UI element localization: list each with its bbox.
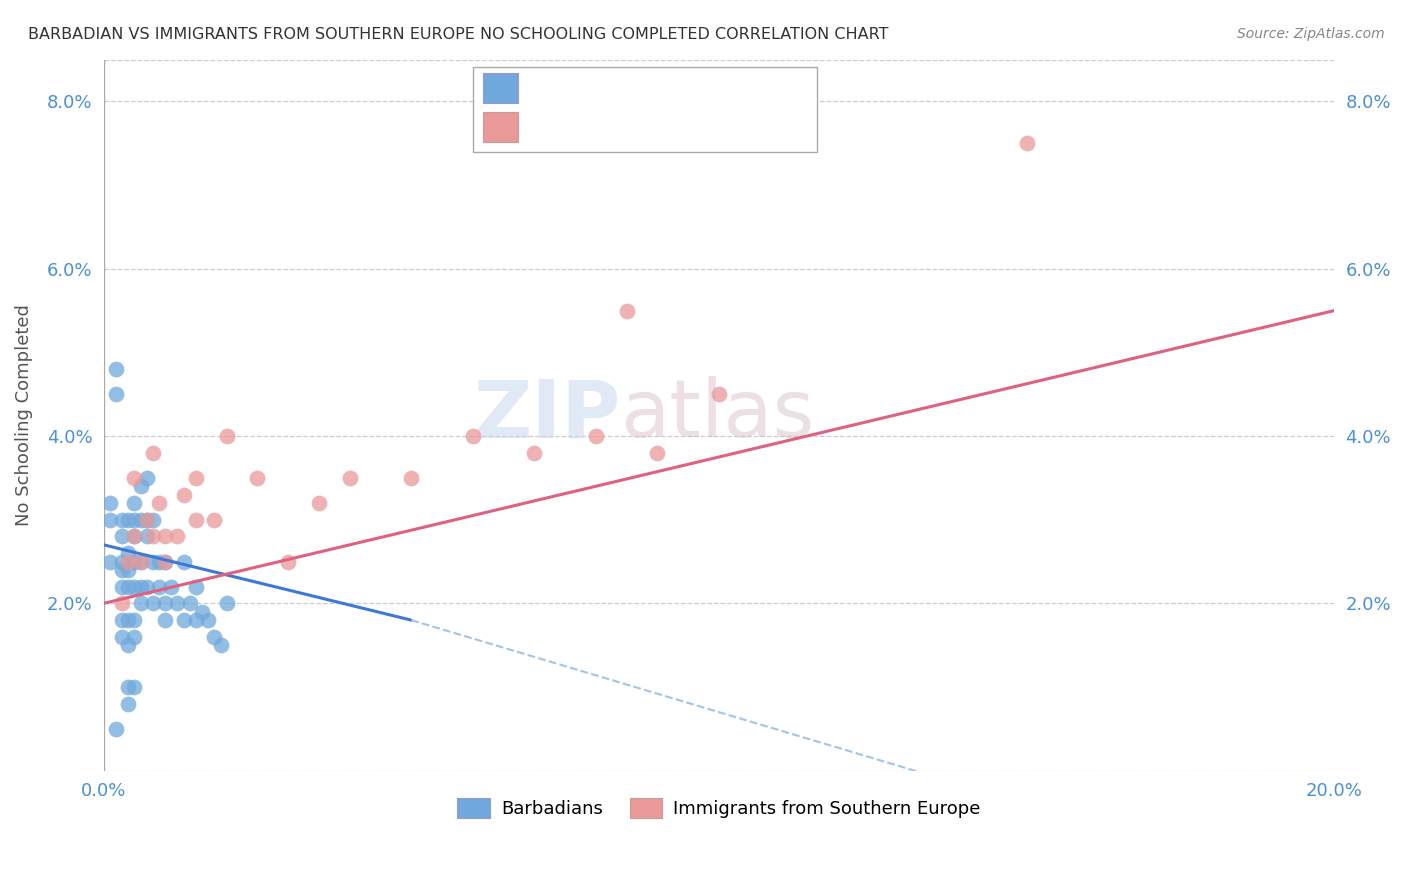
Point	[124, 513, 146, 527]
Point	[124, 529, 146, 543]
Text: atlas: atlas	[620, 376, 815, 454]
Point	[184, 580, 207, 594]
Point	[184, 513, 207, 527]
Point	[111, 555, 134, 569]
Point	[135, 471, 157, 485]
Point	[117, 680, 139, 694]
Point	[173, 555, 195, 569]
Point	[166, 596, 188, 610]
Point	[111, 596, 134, 610]
Point	[98, 555, 121, 569]
Point	[129, 555, 152, 569]
Point	[153, 555, 176, 569]
Point	[148, 580, 170, 594]
Point	[104, 387, 127, 401]
Point	[124, 613, 146, 627]
Point	[142, 529, 165, 543]
Point	[277, 555, 299, 569]
Point	[191, 605, 214, 619]
Point	[117, 613, 139, 627]
Point	[184, 471, 207, 485]
Point	[129, 555, 152, 569]
Point	[173, 613, 195, 627]
Point	[117, 563, 139, 577]
Point	[135, 529, 157, 543]
Point	[153, 529, 176, 543]
Point	[111, 529, 134, 543]
Point	[124, 471, 146, 485]
Point	[148, 496, 170, 510]
Point	[129, 513, 152, 527]
Point	[160, 580, 183, 594]
Point	[153, 613, 176, 627]
Point	[117, 513, 139, 527]
Point	[124, 630, 146, 644]
Point	[215, 596, 238, 610]
Point	[202, 630, 225, 644]
Point	[124, 580, 146, 594]
Point	[184, 613, 207, 627]
Point	[148, 555, 170, 569]
Point	[142, 513, 165, 527]
Point	[142, 555, 165, 569]
Text: Source: ZipAtlas.com: Source: ZipAtlas.com	[1237, 27, 1385, 41]
Point	[104, 722, 127, 736]
Point	[202, 513, 225, 527]
Point	[173, 488, 195, 502]
Point	[98, 496, 121, 510]
Point	[135, 513, 157, 527]
Point	[111, 613, 134, 627]
Point	[142, 596, 165, 610]
Point	[585, 429, 607, 443]
Point	[135, 513, 157, 527]
Point	[339, 471, 361, 485]
Point	[153, 555, 176, 569]
Point	[111, 563, 134, 577]
Point	[461, 429, 484, 443]
Point	[707, 387, 730, 401]
Point	[616, 303, 638, 318]
Point	[124, 555, 146, 569]
Point	[135, 580, 157, 594]
Point	[117, 580, 139, 594]
Point	[117, 546, 139, 560]
Point	[153, 596, 176, 610]
Text: ZIP: ZIP	[474, 376, 620, 454]
Point	[215, 429, 238, 443]
Point	[142, 446, 165, 460]
Point	[124, 680, 146, 694]
Point	[117, 697, 139, 711]
Point	[129, 580, 152, 594]
Point	[129, 596, 152, 610]
Point	[129, 479, 152, 493]
Point	[124, 529, 146, 543]
Point	[647, 446, 669, 460]
Point	[111, 580, 134, 594]
Point	[246, 471, 269, 485]
Point	[401, 471, 423, 485]
Point	[111, 630, 134, 644]
Point	[209, 638, 232, 652]
Point	[104, 362, 127, 376]
Point	[111, 513, 134, 527]
Point	[308, 496, 330, 510]
Point	[197, 613, 219, 627]
Point	[117, 638, 139, 652]
Point	[179, 596, 201, 610]
Point	[117, 555, 139, 569]
Point	[166, 529, 188, 543]
Point	[124, 496, 146, 510]
Point	[523, 446, 546, 460]
Y-axis label: No Schooling Completed: No Schooling Completed	[15, 304, 32, 526]
Point	[1015, 136, 1038, 151]
Text: BARBADIAN VS IMMIGRANTS FROM SOUTHERN EUROPE NO SCHOOLING COMPLETED CORRELATION : BARBADIAN VS IMMIGRANTS FROM SOUTHERN EU…	[28, 27, 889, 42]
Point	[98, 513, 121, 527]
Legend: Barbadians, Immigrants from Southern Europe: Barbadians, Immigrants from Southern Eur…	[450, 790, 987, 826]
